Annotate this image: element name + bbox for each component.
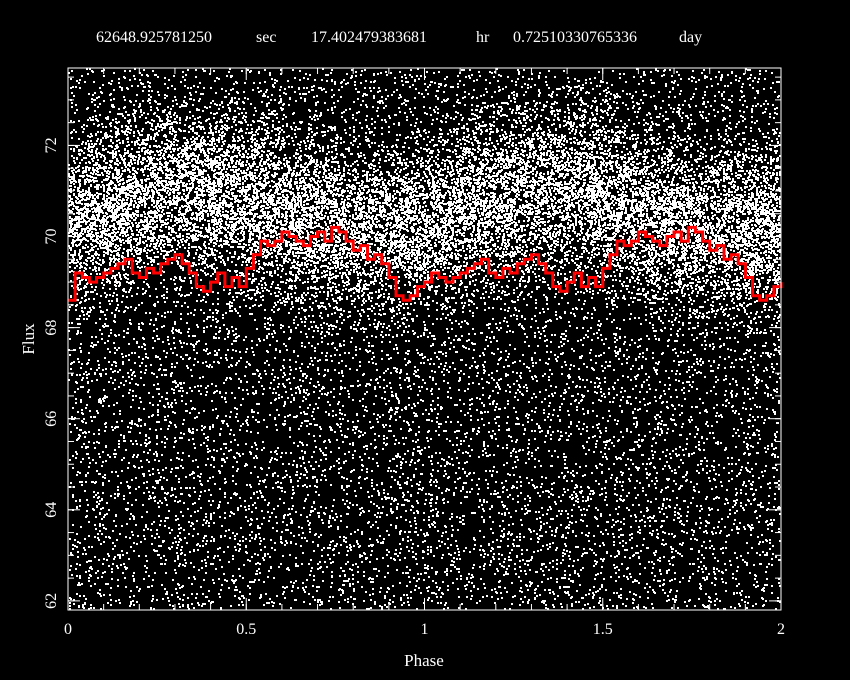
chart-title: 62648.925781250 sec 17.402479383681 hr 0… [96,29,702,46]
y-axis-label: Flux [19,323,38,355]
title-seconds-value: 62648.925781250 [96,29,212,46]
x-tick-label: 0 [64,621,72,638]
y-tick-label: 62 [43,593,60,609]
axis-ticks: 0 0.5 1 1.5 2 62 64 66 68 70 72 [43,68,785,638]
scatter-points [68,68,781,610]
title-days-unit: day [679,29,702,46]
title-seconds-unit: sec [256,29,276,46]
x-tick-label: 1.5 [593,621,613,638]
y-tick-label: 68 [43,320,60,336]
x-tick-label: 2 [777,621,785,638]
title-hours-unit: hr [476,29,490,46]
y-tick-label: 64 [43,502,60,518]
y-tick-label: 72 [43,137,60,153]
x-axis-label: Phase [404,651,444,670]
x-tick-label: 0.5 [236,621,256,638]
y-tick-label: 66 [43,411,60,427]
x-tick-label: 1 [421,621,429,638]
y-tick-label: 70 [43,229,60,245]
title-days-value: 0.72510330765336 [513,29,637,46]
scatter-point-cloud [68,68,781,610]
binned-mean-line [68,225,783,302]
mean-flux-step-line [68,225,783,302]
title-hours-value: 17.402479383681 [311,29,427,46]
